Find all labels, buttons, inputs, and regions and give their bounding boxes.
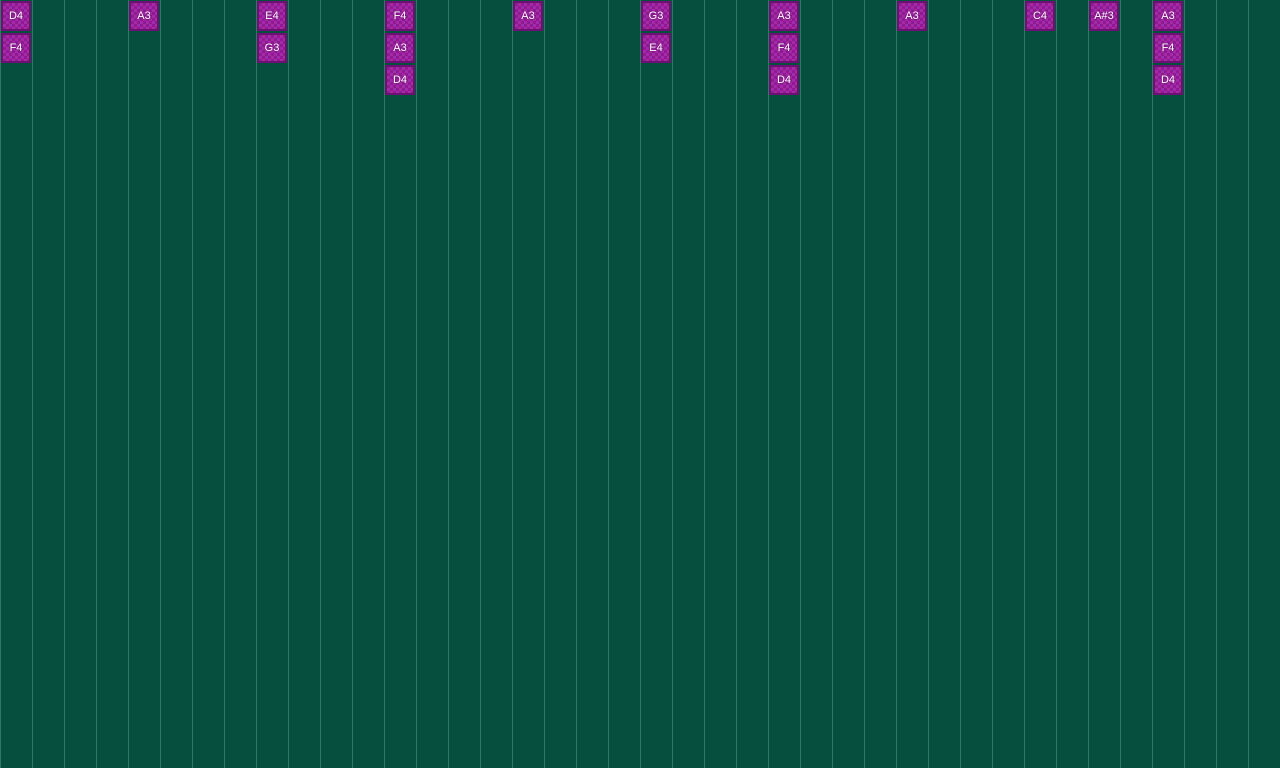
note-label: D4 [8,10,24,22]
note-block[interactable]: F4 [769,33,799,63]
note-label: A3 [393,42,407,54]
note-block[interactable]: A3 [769,1,799,31]
note-block[interactable]: A3 [129,1,159,31]
note-block[interactable]: A3 [897,1,927,31]
note-block[interactable]: E4 [257,1,287,31]
note-block[interactable]: G3 [641,1,671,31]
note-block[interactable]: D4 [769,65,799,95]
note-label: F4 [1161,42,1175,54]
note-block[interactable]: A3 [513,1,543,31]
note-label: A3 [1161,10,1175,22]
note-block[interactable]: D4 [385,65,415,95]
note-label: D4 [1160,74,1176,86]
note-block[interactable]: A3 [1153,1,1183,31]
note-label: E4 [265,10,279,22]
note-label: F4 [393,10,407,22]
note-label: C4 [1032,10,1048,22]
note-label: G3 [264,42,280,54]
note-label: G3 [648,10,664,22]
note-block[interactable]: F4 [1,33,31,63]
note-block[interactable]: A#3 [1089,1,1119,31]
note-block[interactable]: D4 [1,1,31,31]
note-label: A3 [521,10,535,22]
note-block[interactable]: F4 [385,1,415,31]
note-block[interactable]: E4 [641,33,671,63]
note-label: A#3 [1094,10,1114,22]
note-block[interactable]: D4 [1153,65,1183,95]
note-label: D4 [776,74,792,86]
note-label: D4 [392,74,408,86]
note-block[interactable]: C4 [1025,1,1055,31]
note-label: A3 [905,10,919,22]
note-label: E4 [649,42,663,54]
note-label: F4 [777,42,791,54]
note-label: F4 [9,42,23,54]
note-label: A3 [777,10,791,22]
note-block[interactable]: F4 [1153,33,1183,63]
note-block[interactable]: A3 [385,33,415,63]
note-label: A3 [137,10,151,22]
note-block[interactable]: G3 [257,33,287,63]
